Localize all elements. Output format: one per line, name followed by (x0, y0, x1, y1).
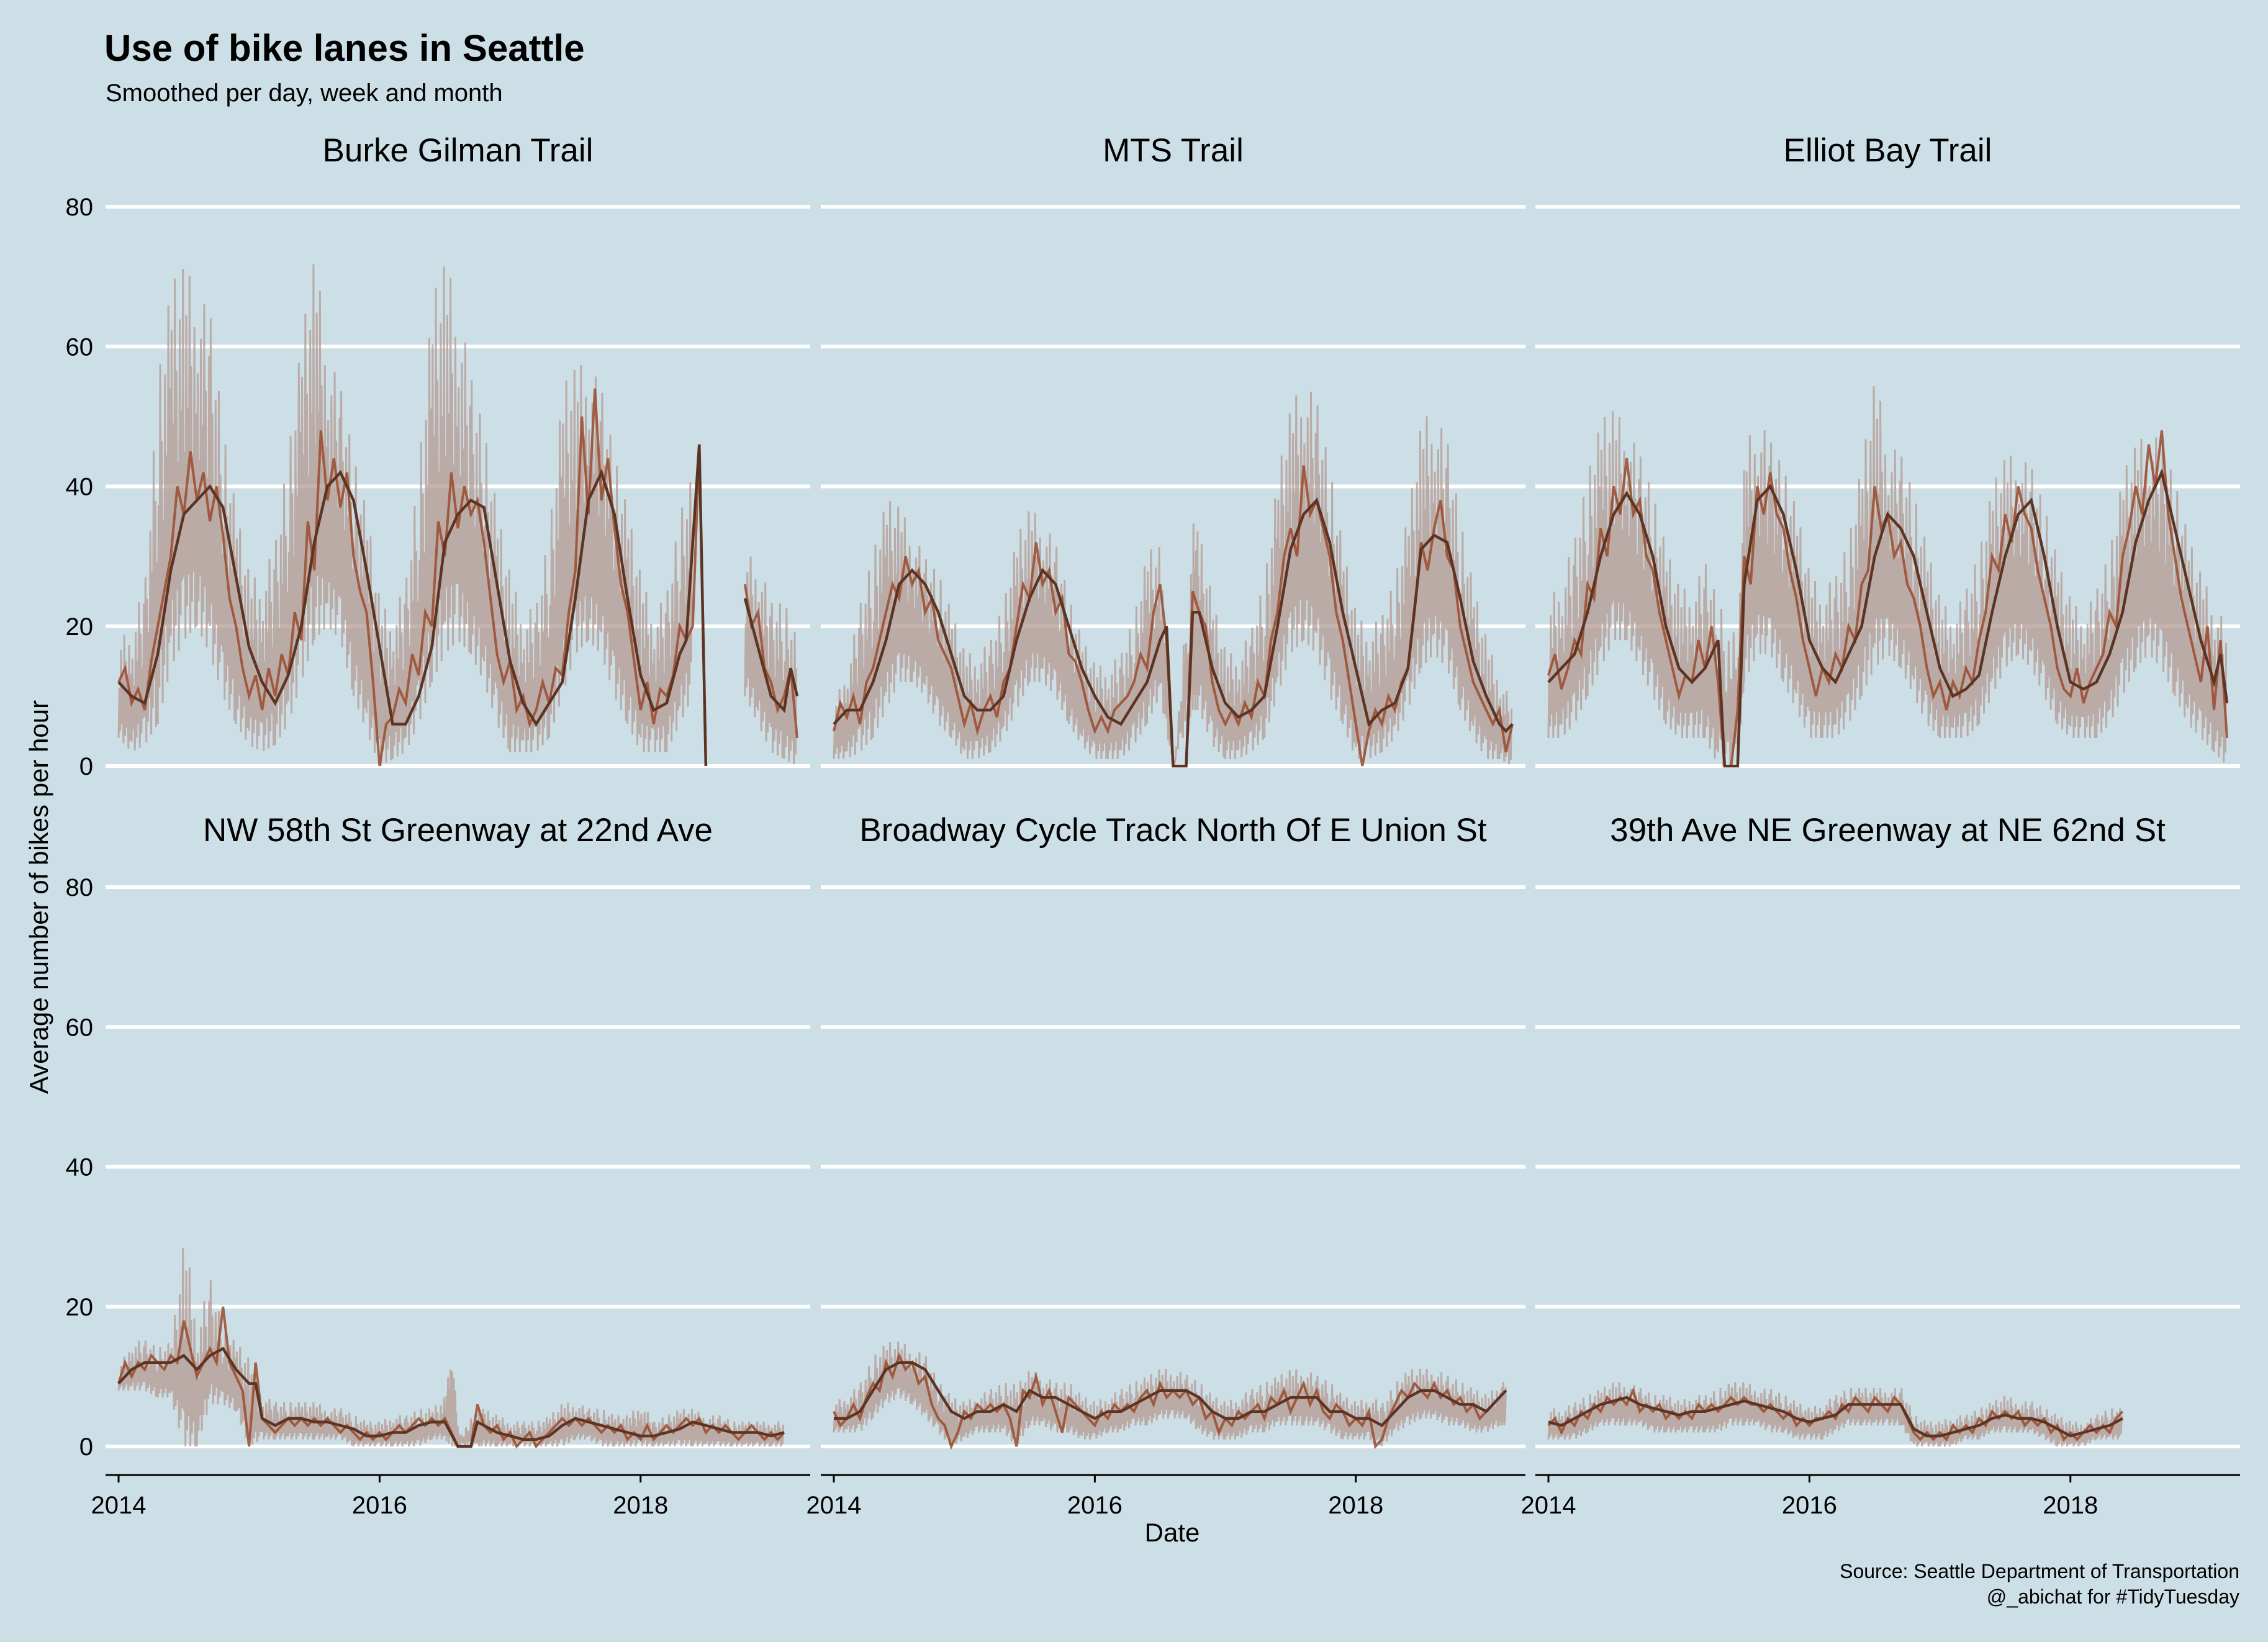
daily-series-line (833, 392, 1513, 767)
caption-credit: @_abichat for #TidyTuesday (1987, 1586, 2239, 1608)
facet-strip-label: MTS Trail (1103, 132, 1244, 169)
y-tick-label: 0 (79, 1433, 93, 1461)
facet-panel: Broadway Cycle Track North Of E Union St… (806, 812, 1525, 1519)
caption-source: Source: Seattle Department of Transporta… (1840, 1560, 2239, 1582)
x-tick-label: 2018 (2043, 1492, 2098, 1519)
x-tick-label: 2018 (1328, 1492, 1383, 1519)
facet-strip-label: NW 58th St Greenway at 22nd Ave (203, 812, 713, 849)
facet-panels: Burke Gilman Trail 0 20 40 60 80 MTS Trail Elli… (66, 132, 2240, 1519)
y-tick-label: 0 (79, 753, 93, 780)
y-tick-label: 60 (66, 1014, 94, 1041)
y-tick-label: 40 (66, 1154, 94, 1181)
x-tick-label: 2014 (1521, 1492, 1576, 1519)
y-tick-label: 20 (66, 1294, 94, 1321)
facet-panel: Elliot Bay Trail (1535, 132, 2240, 768)
facet-strip-label: Elliot Bay Trail (1784, 132, 1992, 169)
x-tick-label: 2016 (352, 1492, 407, 1519)
facet-panel: MTS Trail (821, 132, 1525, 768)
x-tick-label: 2018 (613, 1492, 668, 1519)
monthly-series-line (117, 1347, 785, 1448)
x-tick-label: 2016 (1782, 1492, 1837, 1519)
y-tick-label: 60 (66, 333, 94, 361)
weekly-series-line (833, 1352, 1507, 1450)
facet-panel: Burke Gilman Trail 0 20 40 60 80 (66, 132, 810, 780)
monthly-series-line (833, 497, 1514, 768)
chart-subtitle: Smoothed per day, week and month (106, 79, 503, 107)
monthly-series-line (1547, 468, 2229, 768)
x-axis-title: Date (1145, 1518, 1200, 1547)
y-axis-title: Average number of bikes per hour (24, 700, 53, 1094)
y-tick-label: 40 (66, 474, 94, 501)
daily-series-line (1547, 386, 2228, 767)
facet-panel: NW 58th St Greenway at 22nd Ave 0 20 40 60 80… (66, 812, 810, 1519)
daily-series-line (117, 1248, 785, 1447)
facet-panel: 39th Ave NE Greenway at NE 62nd St 2014 20… (1521, 812, 2240, 1519)
y-tick-label: 20 (66, 613, 94, 641)
facet-strip-label: 39th Ave NE Greenway at NE 62nd St (1610, 812, 2166, 849)
y-tick-label: 80 (66, 874, 94, 901)
x-tick-label: 2014 (806, 1492, 862, 1519)
daily-series-line (833, 1342, 1507, 1447)
facet-strip-label: Burke Gilman Trail (323, 132, 594, 169)
chart-title: Use of bike lanes in Seattle (104, 27, 585, 69)
monthly-series-line (1548, 1396, 2123, 1438)
facet-strip-label: Broadway Cycle Track North Of E Union St (859, 812, 1487, 849)
daily-series-line (117, 264, 693, 765)
x-tick-label: 2016 (1067, 1492, 1123, 1519)
y-tick-label: 80 (66, 194, 94, 221)
monthly-series-line (117, 444, 799, 767)
monthly-series-line (834, 1361, 1507, 1428)
daily-series-line (744, 556, 798, 765)
x-tick-label: 2014 (91, 1492, 147, 1519)
